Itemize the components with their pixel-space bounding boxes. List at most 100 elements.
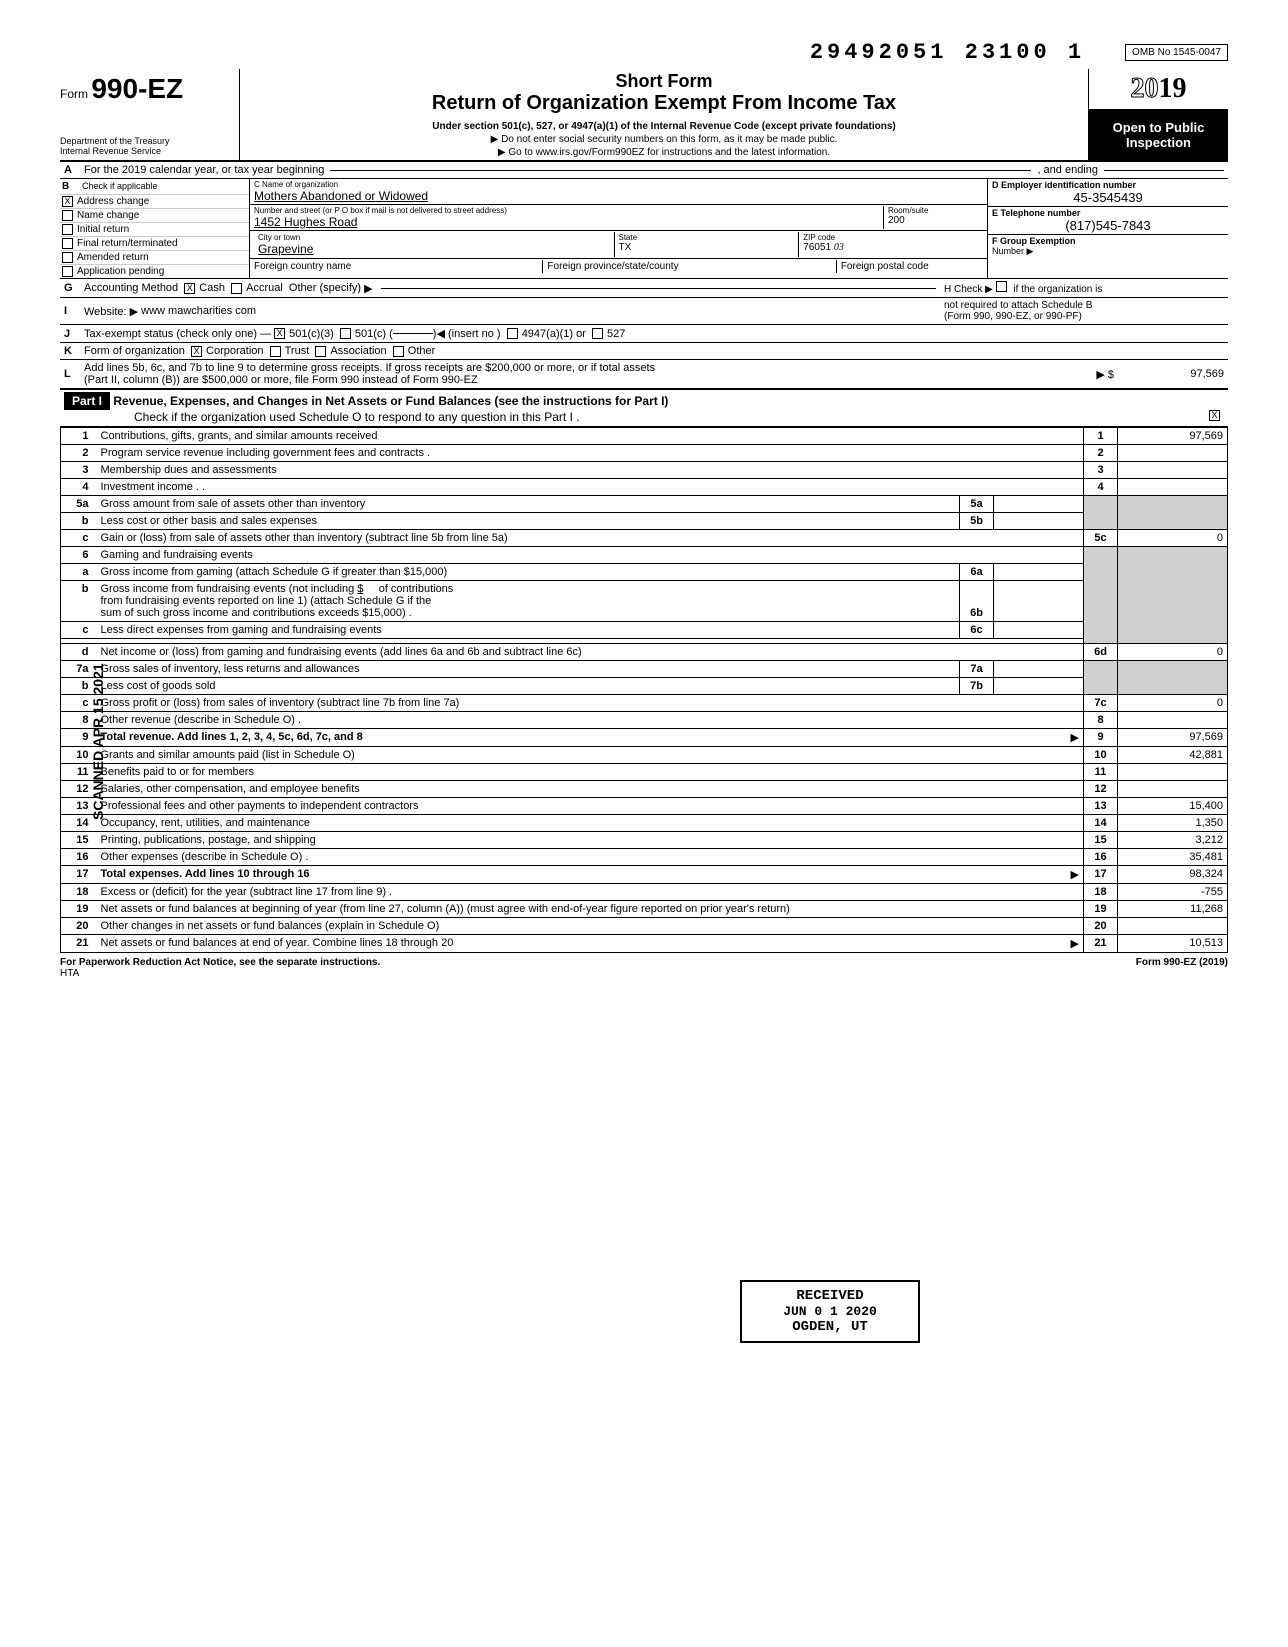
lbl-assoc: Association	[330, 345, 386, 357]
footer-paperwork: For Paperwork Reduction Act Notice, see …	[60, 957, 380, 968]
label-j: J	[64, 328, 84, 340]
open-public-2: Inspection	[1093, 135, 1224, 150]
footer-hta: HTA	[60, 968, 79, 979]
stamp-received-text: RECEIVED	[754, 1288, 906, 1304]
zip-label: ZIP code	[803, 233, 979, 242]
row8-amt	[1118, 712, 1228, 729]
row4-num: 4	[1084, 479, 1118, 496]
phone-value: (817)545-7843	[992, 218, 1224, 233]
row16-no: 16	[61, 849, 97, 866]
row6a-no: a	[61, 564, 97, 581]
lbl-4947: 4947(a)(1) or	[522, 328, 586, 340]
row16-desc: Other expenses (describe in Schedule O) …	[97, 849, 1084, 866]
line-a-text: For the 2019 calendar year, or tax year …	[84, 164, 324, 176]
check-527[interactable]	[592, 328, 603, 339]
row12-amt	[1118, 781, 1228, 798]
open-public-1: Open to Public	[1093, 120, 1224, 135]
row5b-inum: 5b	[960, 513, 994, 530]
row21-desc: Net assets or fund balances at end of ye…	[101, 937, 454, 949]
501c-insert[interactable]	[393, 333, 433, 334]
row12-desc: Salaries, other compensation, and employ…	[97, 781, 1084, 798]
row18-no: 18	[61, 884, 97, 901]
header-block-bcdef: B Check if applicable XAddress change Na…	[60, 179, 1228, 279]
row15-amt: 3,212	[1118, 832, 1228, 849]
row11-desc: Benefits paid to or for members	[97, 764, 1084, 781]
check-4947[interactable]	[507, 328, 518, 339]
row18-num: 18	[1084, 884, 1118, 901]
row16-amt: 35,481	[1118, 849, 1228, 866]
row20-amt	[1118, 918, 1228, 935]
line-l-arrow: ▶ $	[1054, 368, 1114, 381]
row17-num: 17	[1084, 866, 1118, 884]
row18-amt: -755	[1118, 884, 1228, 901]
row10-desc: Grants and similar amounts paid (list in…	[97, 747, 1084, 764]
check-corp[interactable]: X	[191, 346, 202, 357]
other-method-blank[interactable]	[381, 288, 936, 289]
row7c-desc: Gross profit or (loss) from sales of inv…	[97, 695, 1084, 712]
check-initial-return[interactable]: Initial return	[60, 222, 249, 236]
foreign-country-label: Foreign country name	[254, 261, 538, 272]
form-number: 990-EZ	[91, 73, 183, 104]
row6c-no: c	[61, 622, 97, 639]
stamp-loc: OGDEN, UT	[754, 1319, 906, 1335]
check-application-pending[interactable]: Application pending	[60, 264, 249, 278]
lbl-final-return: Final return/terminated	[77, 238, 178, 249]
row7a-inum: 7a	[960, 661, 994, 678]
check-assoc[interactable]	[315, 346, 326, 357]
check-cash[interactable]: X	[184, 283, 195, 294]
row3-amt	[1118, 462, 1228, 479]
row19-desc: Net assets or fund balances at beginning…	[97, 901, 1084, 918]
row8-num: 8	[1084, 712, 1118, 729]
check-address-change[interactable]: XAddress change	[60, 194, 249, 208]
check-trust[interactable]	[270, 346, 281, 357]
check-part1-scho[interactable]: X	[1209, 410, 1220, 421]
check-if-applicable: Check if applicable	[80, 179, 249, 194]
lbl-corp: Corporation	[206, 345, 263, 357]
row6-no: 6	[61, 547, 97, 564]
tax-year: 2019	[1089, 69, 1228, 110]
lbl-amended-return: Amended return	[77, 252, 149, 263]
check-name-change[interactable]: Name change	[60, 208, 249, 222]
zip-handwritten: 03	[834, 242, 844, 253]
row13-amt: 15,400	[1118, 798, 1228, 815]
check-h[interactable]	[996, 281, 1007, 292]
row6b-d1: Gross income from fundraising events (no…	[101, 583, 355, 595]
dept-treasury: Department of the Treasury	[60, 136, 231, 146]
check-amended-return[interactable]: Amended return	[60, 250, 249, 264]
row9-num: 9	[1084, 729, 1118, 747]
line-l-value: 97,569	[1114, 368, 1224, 380]
check-501c[interactable]	[340, 328, 351, 339]
subtitle-3: ▶ Go to www.irs.gov/Form990EZ for instru…	[250, 147, 1078, 158]
row18-desc: Excess or (deficit) for the year (subtra…	[97, 884, 1084, 901]
row4-no: 4	[61, 479, 97, 496]
row6d-no: d	[61, 644, 97, 661]
row7b-iamt	[994, 678, 1084, 695]
line-a-begin-blank[interactable]	[330, 170, 1031, 171]
check-501c3[interactable]: X	[274, 328, 285, 339]
line-a-end-blank[interactable]	[1104, 170, 1224, 171]
row7c-num: 7c	[1084, 695, 1118, 712]
row17-arrow: ▶	[1071, 868, 1079, 881]
check-other-org[interactable]	[393, 346, 404, 357]
check-final-return[interactable]: Final return/terminated	[60, 236, 249, 250]
lbl-name-change: Name change	[77, 210, 139, 221]
org-address: 1452 Hughes Road	[254, 215, 883, 229]
row5c-desc: Gain or (loss) from sale of assets other…	[97, 530, 1084, 547]
row15-no: 15	[61, 832, 97, 849]
row5c-num: 5c	[1084, 530, 1118, 547]
row6-desc: Gaming and fundraising events	[97, 547, 1084, 564]
tax-exempt-label: Tax-exempt status (check only one) —	[84, 328, 271, 340]
row6b-iamt	[994, 581, 1084, 622]
website-value: www mawcharities com	[141, 305, 256, 317]
lbl-initial-return: Initial return	[77, 224, 129, 235]
subtitle-2: ▶ Do not enter social security numbers o…	[250, 134, 1078, 145]
row5c-no: c	[61, 530, 97, 547]
check-accrual[interactable]	[231, 283, 242, 294]
d-ein-label: D Employer identification number	[992, 180, 1224, 190]
row6b-d4: from fundraising events reported on line…	[101, 595, 432, 607]
row13-num: 13	[1084, 798, 1118, 815]
label-b: B	[60, 179, 80, 194]
row1-amt: 97,569	[1118, 428, 1228, 445]
row6b-d2: $	[357, 583, 363, 595]
row12-num: 12	[1084, 781, 1118, 798]
